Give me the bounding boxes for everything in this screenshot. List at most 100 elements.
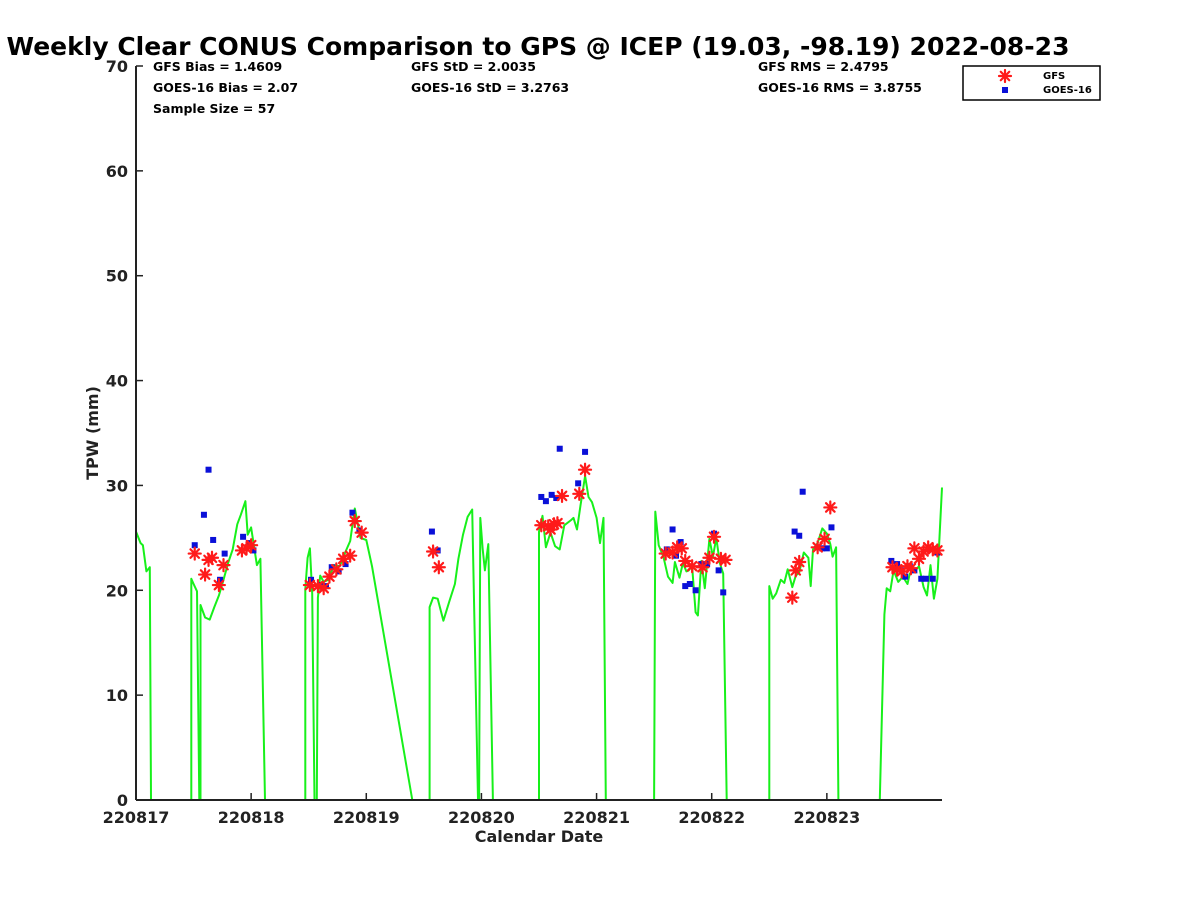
y-tick-label: 0 — [117, 791, 128, 810]
gfs-point — [550, 516, 565, 531]
gfs-point — [823, 500, 838, 515]
gfs-point — [810, 540, 825, 555]
gfs-point — [554, 488, 570, 504]
y-tick-label: 30 — [106, 476, 128, 495]
gps-series-line — [478, 516, 494, 801]
goes-16-point — [799, 488, 806, 495]
goes-16-point — [720, 589, 727, 596]
gfs-point — [685, 559, 700, 574]
goes-16-point — [918, 575, 925, 582]
gfs-point — [343, 548, 358, 563]
gfs-point — [211, 577, 227, 593]
goes-16-point — [308, 576, 315, 583]
gfs-std-stat: GFS StD = 2.0035 — [411, 59, 536, 74]
goes-16-point — [669, 526, 676, 533]
goes-16-point — [791, 528, 798, 535]
gfs-point — [425, 544, 441, 559]
goes-16-point — [221, 550, 228, 557]
x-tick-label: 220818 — [218, 808, 285, 827]
gfs-point — [187, 546, 202, 561]
goes-16-point — [210, 536, 217, 543]
gps-series-line — [315, 507, 414, 801]
axis-ticks: 0 10 20 30 40 50 60 70 220817 220818 220819 220820 2… — [103, 57, 861, 827]
gfs-point — [347, 513, 362, 529]
goes-16-point — [217, 576, 224, 583]
gps-series-line — [304, 547, 316, 801]
goes-16-point — [663, 546, 670, 553]
goes-16-point — [715, 567, 722, 574]
x-tick-label: 220823 — [793, 808, 860, 827]
legend-gfs-label: GFS — [1043, 71, 1065, 82]
goes-bias-stat: GOES-16 Bias = 2.07 — [153, 80, 298, 95]
gps-series-line — [538, 475, 607, 801]
gfs-point — [316, 581, 331, 596]
gfs-point — [354, 525, 369, 540]
legend: GFS GOES-16 — [962, 65, 1101, 101]
y-tick-label: 10 — [106, 686, 128, 705]
gfs-point — [329, 562, 344, 577]
y-tick-label: 40 — [106, 372, 128, 391]
goes-16-point — [796, 532, 803, 539]
y-tick-label: 70 — [106, 57, 128, 76]
gfs-point — [792, 554, 807, 570]
gfs-point — [431, 560, 446, 575]
x-axis-label: Calendar Date — [475, 827, 604, 846]
legend-gfs-asterisk — [997, 68, 1013, 84]
goes-16-point — [548, 491, 555, 498]
goes-16-point — [902, 573, 909, 580]
gps-series-line — [428, 508, 479, 801]
gfs-rms-stat: GFS RMS = 2.4795 — [758, 59, 889, 74]
y-tick-label: 50 — [106, 267, 128, 286]
x-tick-label: 220822 — [678, 808, 745, 827]
goes-16-point — [328, 564, 335, 571]
gfs-point — [678, 553, 693, 569]
goes-16-point — [888, 557, 895, 564]
gps-series-line — [135, 531, 152, 801]
x-tick-label: 220820 — [448, 808, 515, 827]
gfs-point — [572, 486, 587, 501]
gfs-point — [706, 529, 722, 544]
gfs-point — [718, 552, 733, 567]
goes-16-point — [677, 539, 684, 546]
goes-16-point — [538, 493, 545, 500]
gfs-point — [197, 567, 213, 582]
gfs-point — [817, 531, 832, 547]
gfs-bias-stat: GFS Bias = 1.4609 — [153, 59, 282, 74]
gfs-point — [785, 590, 800, 605]
y-axis-label: TPW (mm) — [83, 386, 102, 480]
goes-16-point — [191, 542, 198, 549]
x-tick-label: 220819 — [333, 808, 400, 827]
legend-goes-square — [1002, 87, 1008, 93]
goes-16-point — [823, 545, 830, 552]
gfs-point — [244, 538, 259, 553]
gfs-point — [577, 462, 593, 477]
gfs-point — [204, 550, 220, 565]
goes-16-point — [553, 495, 560, 502]
gfs-point — [702, 550, 717, 565]
goes-16-point — [582, 448, 589, 455]
gps-series-line — [199, 500, 266, 801]
y-tick-label: 60 — [106, 162, 128, 181]
goes-16-point — [575, 480, 582, 487]
legend-goes-marker — [1002, 87, 1008, 93]
legend-box — [962, 65, 1101, 101]
sample-size-stat: Sample Size = 57 — [153, 101, 275, 116]
x-tick-label: 220821 — [563, 808, 630, 827]
gps-series-line — [878, 487, 943, 801]
goes-16-point — [205, 466, 212, 473]
goes-16-point — [828, 524, 835, 531]
goes-16-point — [542, 498, 549, 505]
gfs-point — [930, 543, 945, 558]
gps-series-line — [190, 577, 201, 801]
chart-title: Weekly Clear CONUS Comparison to GPS @ I… — [7, 32, 1070, 61]
x-tick-label: 220817 — [103, 808, 170, 827]
goes-16-point — [250, 547, 257, 554]
plot-points — [187, 445, 945, 605]
goes-16-point — [200, 511, 207, 518]
goes-16-point — [428, 528, 435, 535]
goes-16-point — [342, 561, 349, 568]
goes-16-point — [240, 533, 247, 540]
legend-goes-label: GOES-16 — [1043, 85, 1092, 96]
gfs-point — [674, 541, 689, 556]
